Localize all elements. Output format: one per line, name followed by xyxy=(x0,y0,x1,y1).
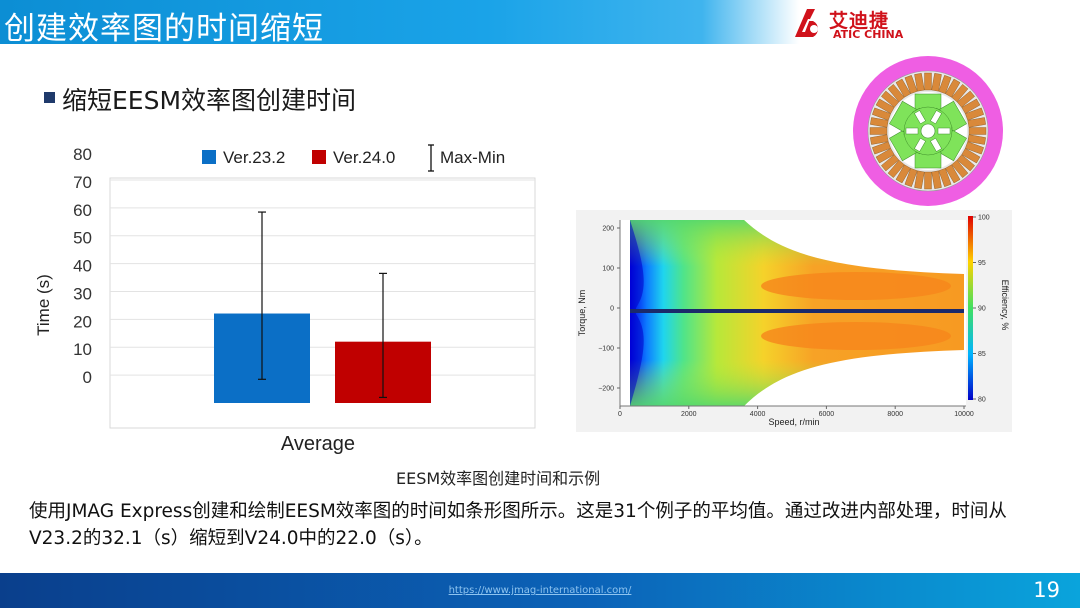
legend-swatch xyxy=(312,150,326,164)
bullet-text: 缩短EESM效率图创建时间 xyxy=(62,86,357,115)
stator-coil xyxy=(956,154,975,172)
y-tick-label: 0 xyxy=(83,368,92,387)
effmap-y-tick-label: −100 xyxy=(598,346,614,353)
stator-coil xyxy=(951,84,969,103)
legend-label: Ver.23.2 xyxy=(223,148,285,167)
motor-cross-section-image xyxy=(853,56,1003,206)
legend-label: Ver.24.0 xyxy=(333,148,395,167)
effmap-x-tick-label: 2000 xyxy=(681,411,697,418)
stator-coil xyxy=(961,98,981,114)
stator-coil xyxy=(914,73,925,92)
effmap-x-tick-label: 8000 xyxy=(887,411,903,418)
stator-coil xyxy=(968,127,987,135)
rotor-slot xyxy=(937,127,951,135)
stator-coil xyxy=(904,168,918,187)
stator-coil xyxy=(904,75,918,94)
footer-url[interactable]: https://www.jmag-international.com/ xyxy=(0,585,1080,596)
stator-coil xyxy=(895,164,911,184)
stator-coil xyxy=(967,134,986,145)
effmap-y-tick-label: −200 xyxy=(598,386,614,393)
effmap-y-tick-label: 200 xyxy=(602,226,614,233)
stator-coil xyxy=(965,141,984,155)
bar-chart: 0 10 20 30 40 50 60 70 80 Time (s) Average Ver.23.2… xyxy=(34,144,536,455)
footer-bar: https://www.jmag-international.com/ 19 xyxy=(0,573,1080,608)
rotor-slot xyxy=(905,127,919,135)
stator-coil xyxy=(938,168,952,187)
y-tick-label: 50 xyxy=(73,229,92,248)
effmap-x-tick-label: 10000 xyxy=(954,411,974,418)
effmap-cbar-tick-label: 100 xyxy=(978,215,990,222)
stator-coil xyxy=(887,84,905,103)
stator-coil xyxy=(881,90,900,108)
effmap-y-tick-label: 0 xyxy=(610,306,614,313)
rotor-slot xyxy=(930,110,942,125)
stator-coil xyxy=(870,134,889,145)
stator-coil xyxy=(956,90,975,108)
effmap-colorbar-label: Efficiency, % xyxy=(1000,280,1010,331)
stator-coil xyxy=(869,127,888,135)
effmap-cbar-tick-label: 90 xyxy=(978,306,986,313)
stator-coil xyxy=(870,117,889,128)
effmap-cbar-tick-label: 85 xyxy=(978,351,986,358)
y-tick-label: 80 xyxy=(73,145,92,164)
stator-coil xyxy=(945,164,961,184)
stator-coil xyxy=(875,148,895,164)
bullet-square-icon xyxy=(44,92,55,103)
logo-text-en: ATIC CHINA xyxy=(833,28,904,41)
rotor-slot xyxy=(914,110,926,125)
rotor-slot xyxy=(914,137,926,152)
effmap-colorbar xyxy=(968,216,973,400)
footer-url-link[interactable]: https://www.jmag-international.com/ xyxy=(448,585,632,596)
y-tick-label: 60 xyxy=(73,201,92,220)
stator-coil xyxy=(945,78,961,98)
y-tick-label: 30 xyxy=(73,284,92,303)
rotor-slot xyxy=(930,137,942,152)
effmap-x-tick-label: 6000 xyxy=(819,411,835,418)
stator-coil xyxy=(924,171,932,190)
effmap-y-tick-label: 100 xyxy=(602,266,614,273)
effmap-x-tick-label: 4000 xyxy=(750,411,766,418)
effmap-ylabel: Torque, Nm xyxy=(577,290,587,337)
stator-coil xyxy=(938,75,952,94)
effmap-x-tick-label: 0 xyxy=(618,411,622,418)
motor-shaft xyxy=(920,123,936,139)
y-tick-label: 20 xyxy=(73,312,92,331)
legend-swatch xyxy=(202,150,216,164)
slide-title: 创建效率图的时间缩短 xyxy=(4,11,324,47)
efficiency-map-image: 0 2000 4000 6000 8000 10000 200 100 0 −100 −200 S… xyxy=(576,210,1012,432)
stator-coil xyxy=(965,107,984,121)
plot-area xyxy=(109,177,536,429)
stator-coil xyxy=(887,159,905,178)
y-tick-label: 40 xyxy=(73,257,92,276)
stator-coil xyxy=(875,98,895,114)
legend-label: Max-Min xyxy=(440,148,505,167)
description-paragraph: 使用JMAG Express创建和绘制EESM效率图的时间如条形图所示。这是31… xyxy=(29,501,1007,549)
stator-coil xyxy=(931,73,942,92)
x-category-label: Average xyxy=(281,433,355,455)
stator-coil xyxy=(961,148,981,164)
y-axis-label: Time (s) xyxy=(34,274,53,336)
y-tick-label: 70 xyxy=(73,173,92,192)
stator-coil xyxy=(951,159,969,178)
effmap-cbar-tick-label: 95 xyxy=(978,260,986,267)
stator-coil xyxy=(872,141,891,155)
stator-coil xyxy=(872,107,891,121)
effmap-xlabel: Speed, r/min xyxy=(768,417,819,427)
stator-coil xyxy=(924,72,932,91)
figure-caption: EESM效率图创建时间和示例 xyxy=(396,469,601,488)
title-bar: 创建效率图的时间缩短 xyxy=(0,0,1080,47)
y-tick-label: 10 xyxy=(73,340,92,359)
stator-coil xyxy=(931,170,942,189)
stator-coil xyxy=(914,170,925,189)
stator-coil xyxy=(881,154,900,172)
stator-coil xyxy=(895,78,911,98)
logo-mark-icon xyxy=(795,9,818,37)
effmap-cbar-tick-label: 80 xyxy=(978,397,986,404)
page-number: 19 xyxy=(1033,578,1060,602)
company-logo: 艾迪捷 ATIC CHINA xyxy=(793,6,923,42)
logo-text-cn: 艾迪捷 xyxy=(829,10,890,32)
stator-coil xyxy=(967,117,986,128)
